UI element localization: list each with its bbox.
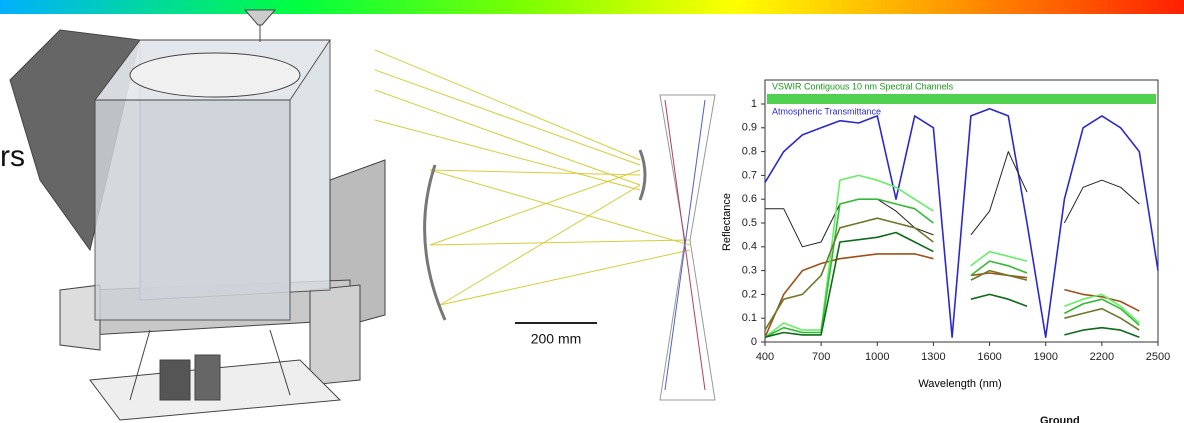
- y-tick-label: 0.6: [742, 193, 757, 205]
- x-tick-label: 400: [756, 351, 774, 363]
- y-tick-label: 0.7: [742, 169, 757, 181]
- x-tick-label: 1600: [977, 351, 1001, 363]
- y-tick-label: 1: [751, 98, 757, 110]
- scale-bar-label: 200 mm: [531, 331, 582, 347]
- y-tick-label: 0.4: [742, 241, 757, 253]
- transmittance-annotation: Atmospheric Transmittance: [772, 106, 881, 116]
- footer-text: Ground: [1040, 415, 1080, 423]
- channel-band: [767, 94, 1156, 104]
- telescope-drawing: [10, 10, 385, 420]
- ray-diagram: [375, 50, 715, 400]
- x-tick-label: 1300: [921, 351, 945, 363]
- x-tick-label: 2500: [1146, 351, 1170, 363]
- y-tick-label: 0.3: [742, 265, 757, 277]
- y-tick-label: 0: [751, 336, 757, 348]
- x-tick-label: 2200: [1090, 351, 1114, 363]
- y-axis-label: Reflectance: [721, 193, 733, 251]
- y-tick-label: 0.2: [742, 288, 757, 300]
- x-tick-label: 700: [812, 351, 830, 363]
- slide: rs 200 mm Ground VSWIR Contiguous 10 nm: [0, 0, 1184, 423]
- x-tick-label: 1000: [865, 351, 889, 363]
- channel-annotation: VSWIR Contiguous 10 nm Spectral Channels: [772, 81, 954, 91]
- y-tick-label: 0.1: [742, 312, 757, 324]
- x-tick-label: 1900: [1033, 351, 1057, 363]
- y-tick-label: 0.9: [742, 122, 757, 134]
- y-tick-label: 0.8: [742, 146, 757, 158]
- y-tick-label: 0.5: [742, 217, 757, 229]
- rainbow-bar: [0, 0, 1184, 14]
- side-text: rs: [0, 140, 25, 173]
- x-axis-label: Wavelength (nm): [918, 378, 1001, 390]
